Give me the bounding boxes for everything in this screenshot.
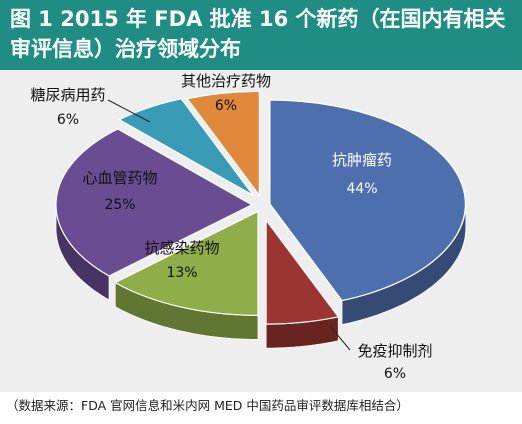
slice-value-label: 13% [166, 265, 197, 281]
pie-sides [55, 203, 467, 349]
chart-area: 抗肿瘤药 44% 免疫抑制剂 6% 抗感染药物 13% 心血管药物 25% 糖尿病用药 6% 其他治… [0, 70, 522, 392]
slice-label: 糖尿病用药 [30, 86, 105, 104]
slice-value-label: 6% [384, 366, 406, 382]
slice-value-label: 44% [346, 181, 377, 197]
slice-value-label: 6% [215, 98, 237, 114]
title-bar: 图 1 2015 年 FDA 批准 16 个新药（在国内有相关审评信息）治疗领域… [0, 0, 522, 70]
pie-chart: 抗肿瘤药 44% 免疫抑制剂 6% 抗感染药物 13% 心血管药物 25% 糖尿病用药 6% 其他治… [30, 72, 467, 382]
slice-label: 抗感染药物 [144, 239, 219, 257]
pie-tops [55, 90, 466, 325]
slice-label: 其他治疗药物 [181, 72, 271, 90]
pie-slice [265, 218, 340, 325]
slice-value-label: 25% [104, 197, 135, 213]
slice-label: 抗肿瘤药 [332, 151, 392, 169]
pie-slice [113, 210, 259, 317]
pie-slice [118, 98, 254, 197]
slice-label: 心血管药物 [82, 169, 157, 187]
pie-slice [186, 90, 260, 198]
pie-slice [55, 128, 254, 277]
slice-label: 免疫抑制剂 [357, 342, 432, 360]
leader-line [329, 325, 351, 351]
pie-slice [269, 99, 466, 302]
chart-title: 图 1 2015 年 FDA 批准 16 个新药（在国内有相关审评信息）治疗领域… [10, 7, 506, 61]
source-note: （数据来源：FDA 官网信息和米内网 MED 中国药品审评数据库相结合） [6, 398, 409, 413]
slice-value-label: 6% [57, 112, 79, 128]
leader-line [107, 99, 151, 123]
